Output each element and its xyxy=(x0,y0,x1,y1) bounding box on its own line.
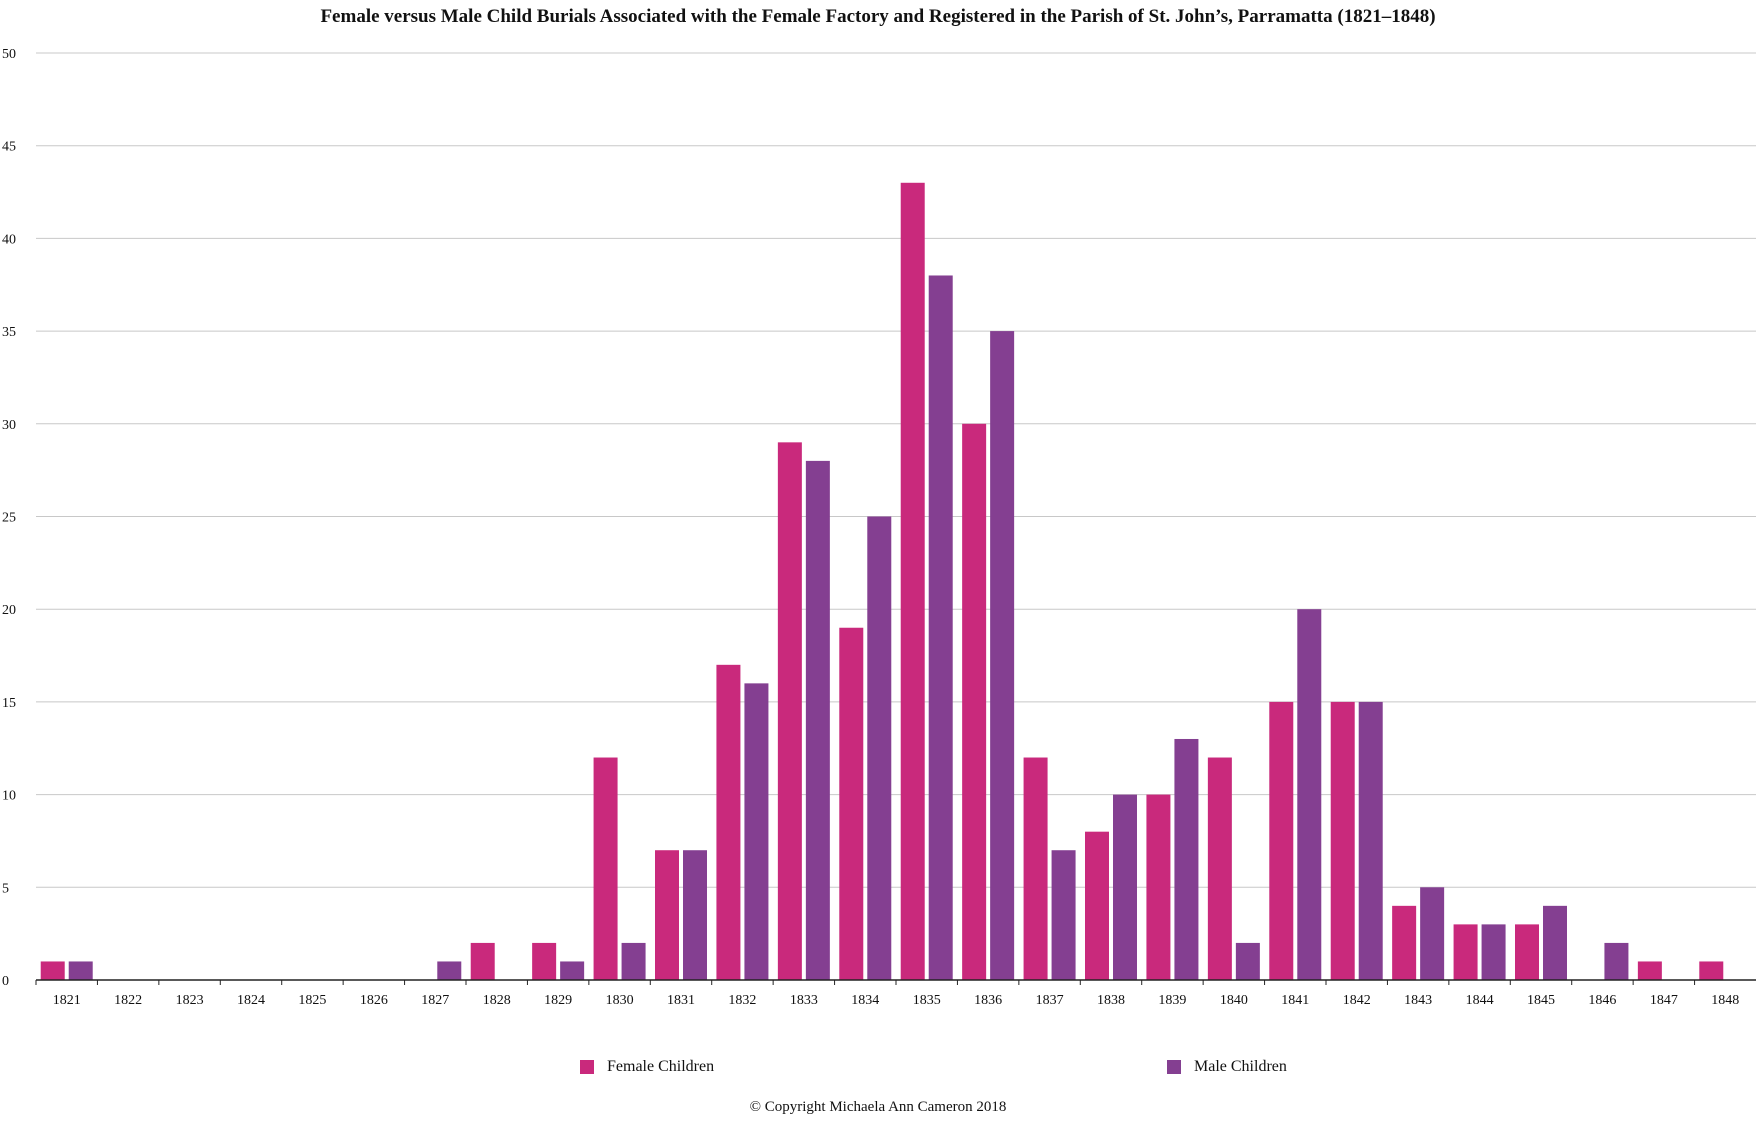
x-tick-label: 1829 xyxy=(544,993,572,1008)
bar-female-1841 xyxy=(1269,701,1294,980)
bar-female-1834 xyxy=(839,627,864,980)
x-tick-label: 1839 xyxy=(1158,993,1186,1008)
y-tick-label: 20 xyxy=(2,603,16,618)
x-tick-label: 1822 xyxy=(114,993,142,1008)
bar-female-1828 xyxy=(470,942,495,980)
gridlines xyxy=(36,52,1756,888)
bar-female-1833 xyxy=(777,442,802,981)
legend-swatch-female xyxy=(580,1060,594,1074)
x-tick-label: 1844 xyxy=(1466,993,1494,1008)
bar-male-1821 xyxy=(68,961,93,980)
bar-female-1831 xyxy=(655,850,679,980)
bar-female-1842 xyxy=(1330,701,1355,980)
bar-female-1843 xyxy=(1392,905,1417,980)
x-tick-label: 1832 xyxy=(728,993,756,1008)
y-tick-label: 45 xyxy=(2,140,16,155)
bar-male-1833 xyxy=(805,460,830,980)
bar-female-1839 xyxy=(1146,794,1171,980)
bar-male-1836 xyxy=(990,331,1015,981)
bar-male-1839 xyxy=(1174,738,1199,980)
bar-female-1844 xyxy=(1453,924,1478,980)
x-tick-label: 1830 xyxy=(606,993,634,1008)
y-tick-label: 5 xyxy=(2,881,9,896)
x-tick-label: 1843 xyxy=(1404,993,1432,1008)
x-tick-label: 1834 xyxy=(851,993,879,1008)
x-tick-label: 1838 xyxy=(1097,993,1125,1008)
bar-female-1835 xyxy=(900,182,925,980)
axes: 0 5 10 15 20 25 30 35 40 45 50 1821 1822 1823 1824 1825… xyxy=(2,47,1756,1008)
bar-female-1836 xyxy=(962,423,987,980)
chart-title: Female versus Male Child Burials Associa… xyxy=(320,6,1436,27)
bar-male-1827 xyxy=(437,961,462,980)
y-tick-label: 35 xyxy=(2,325,16,340)
bar-male-1843 xyxy=(1420,887,1445,980)
bar-female-1829 xyxy=(532,942,557,980)
bar-male-1834 xyxy=(867,516,892,980)
bar-female-1838 xyxy=(1085,831,1109,980)
bar-male-1841 xyxy=(1297,609,1322,980)
x-tick-label: 1836 xyxy=(974,993,1002,1008)
x-tick-label: 1833 xyxy=(790,993,818,1008)
bar-male-1837 xyxy=(1051,850,1076,980)
bar-female-1830 xyxy=(593,757,618,980)
bar-male-1840 xyxy=(1235,942,1260,980)
bar-male-1831 xyxy=(683,850,707,980)
bar-male-1832 xyxy=(744,683,769,980)
bar-female-1821 xyxy=(40,961,65,980)
bar-female-1837 xyxy=(1023,757,1048,980)
copyright-text: © Copyright Michaela Ann Cameron 2018 xyxy=(749,1099,1007,1115)
x-tick-label: 1825 xyxy=(298,993,326,1008)
legend-label-male: Male Children xyxy=(1194,1058,1287,1075)
bar-male-1842 xyxy=(1358,701,1383,980)
bar-male-1835 xyxy=(928,275,953,981)
x-tick-label: 1842 xyxy=(1343,993,1371,1008)
bar-male-1838 xyxy=(1113,794,1137,980)
x-tick-label: 1846 xyxy=(1588,993,1616,1008)
x-tick-label: 1848 xyxy=(1711,993,1739,1008)
x-tick-label: 1827 xyxy=(421,993,449,1008)
legend-item-male: Male Children xyxy=(1167,1057,1287,1077)
x-tick-label: 1826 xyxy=(360,993,388,1008)
legend-swatch-male xyxy=(1167,1060,1181,1074)
x-tick-label: 1823 xyxy=(176,993,204,1008)
bar-male-1829 xyxy=(560,961,585,980)
x-tick-label: 1835 xyxy=(913,993,941,1008)
x-tick-label: 1840 xyxy=(1220,993,1248,1008)
x-tick-label: 1841 xyxy=(1281,993,1309,1008)
legend-item-female: Female Children xyxy=(580,1057,714,1077)
bar-male-1844 xyxy=(1481,924,1506,980)
bar-female-1832 xyxy=(716,664,741,980)
y-tick-label: 10 xyxy=(2,789,16,804)
bar-female-1848 xyxy=(1699,961,1724,980)
bars xyxy=(40,182,1724,981)
y-tick-label: 0 xyxy=(2,974,9,989)
y-tick-label: 50 xyxy=(2,47,16,62)
bar-male-1830 xyxy=(621,942,646,980)
y-tick-label: 15 xyxy=(2,696,16,711)
x-tick-label: 1845 xyxy=(1527,993,1555,1008)
x-tick-label: 1828 xyxy=(483,993,511,1008)
bar-female-1840 xyxy=(1207,757,1232,980)
x-tick-label: 1821 xyxy=(53,993,81,1008)
bar-male-1846 xyxy=(1604,942,1629,980)
bar-female-1845 xyxy=(1515,924,1539,980)
bar-female-1847 xyxy=(1637,961,1662,980)
y-tick-label: 30 xyxy=(2,418,16,433)
x-tick-label: 1837 xyxy=(1036,993,1064,1008)
legend-label-female: Female Children xyxy=(607,1058,715,1075)
x-tick-label: 1847 xyxy=(1650,993,1678,1008)
x-tick-label: 1831 xyxy=(667,993,695,1008)
x-tick-label: 1824 xyxy=(237,993,265,1008)
bar-male-1845 xyxy=(1543,905,1567,980)
y-tick-label: 25 xyxy=(2,511,16,526)
y-tick-label: 40 xyxy=(2,232,16,247)
